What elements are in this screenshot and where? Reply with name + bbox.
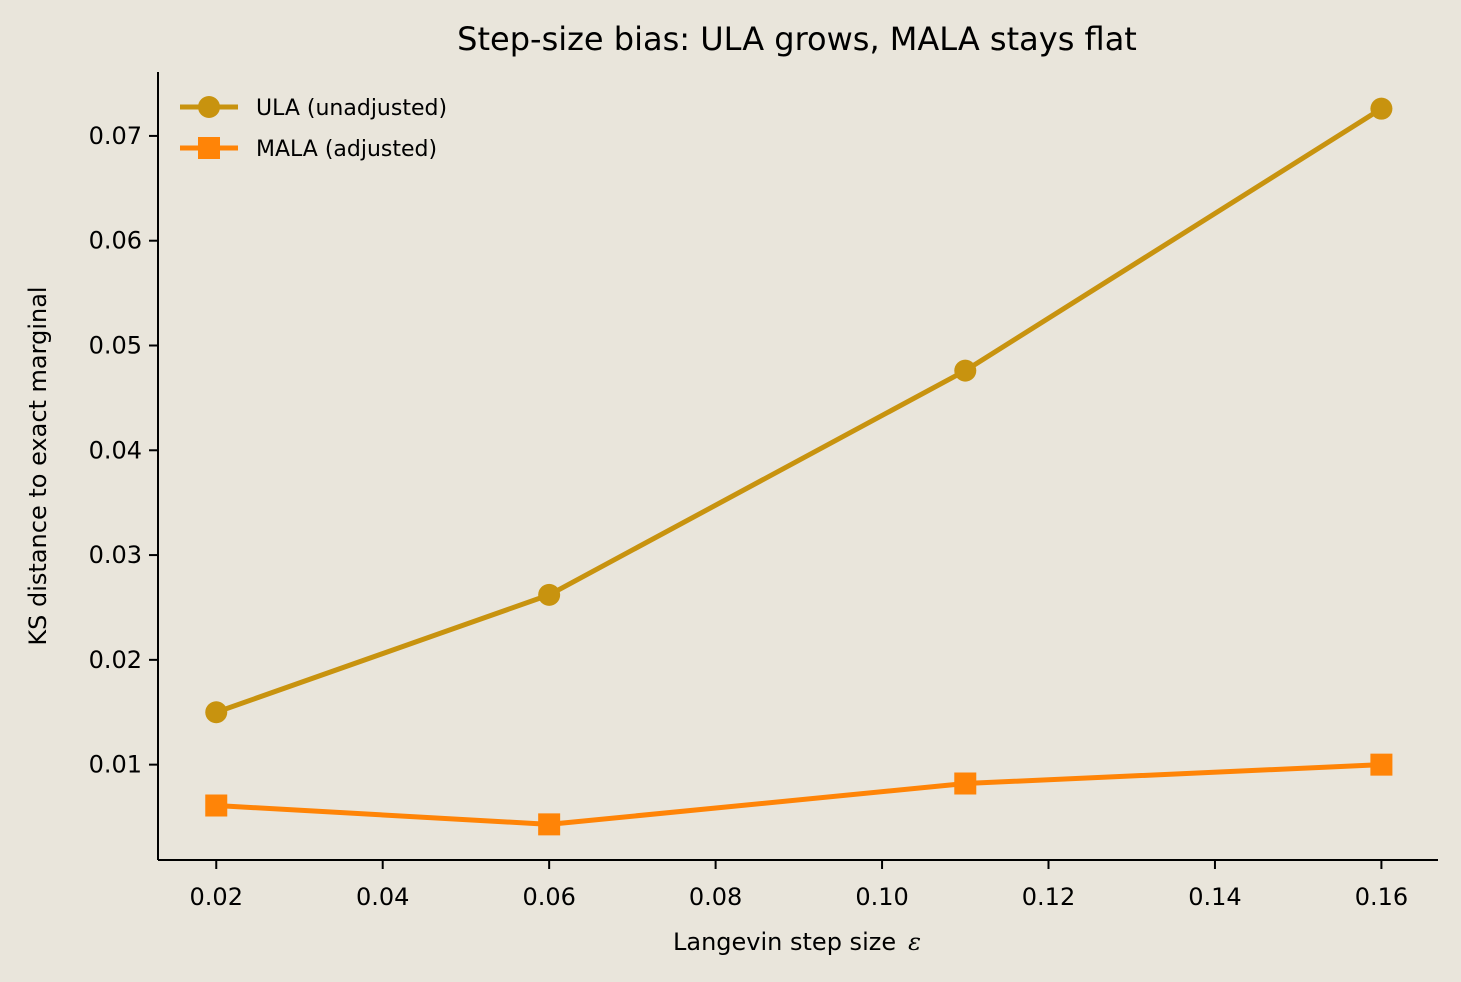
y-ticks: 0.01 0.02 0.03 0.04 0.05 0.06 0.07	[89, 122, 158, 779]
data-point-2	[954, 772, 977, 795]
series-layer	[205, 97, 1393, 836]
y-tick-label: 0.03	[89, 541, 142, 569]
data-point-1	[1370, 97, 1393, 120]
y-tick-label: 0.07	[89, 122, 142, 150]
legend-label-2: MALA (adjusted)	[256, 137, 437, 162]
x-axis-label-symbol: ε	[908, 928, 921, 956]
x-tick-label: 0.06	[522, 883, 575, 911]
data-point-1	[954, 359, 977, 382]
x-tick-label: 0.02	[190, 883, 243, 911]
y-tick-label: 0.04	[89, 436, 142, 464]
y-axis-label: KS distance to exact marginal	[24, 286, 52, 645]
x-tick-label: 0.16	[1355, 883, 1408, 911]
y-tick-label: 0.06	[89, 227, 142, 255]
legend-marker-1	[198, 96, 220, 118]
x-tick-label: 0.12	[1022, 883, 1075, 911]
data-point-1	[205, 701, 228, 724]
y-tick-label: 0.01	[89, 751, 142, 779]
y-tick-label: 0.02	[89, 646, 142, 674]
x-tick-label: 0.08	[689, 883, 742, 911]
series-line-1	[215, 106, 1383, 715]
chart-title: Step-size bias: ULA grows, MALA stays fl…	[457, 20, 1137, 58]
data-point-2	[538, 813, 561, 836]
legend-marker-2	[198, 137, 220, 159]
x-axis-label: Langevin step size ε	[673, 928, 921, 956]
x-ticks: 0.02 0.04 0.06 0.08 0.10 0.12 0.14 0.16	[190, 860, 1408, 911]
legend: ULA (unadjusted) MALA (adjusted)	[180, 96, 447, 162]
data-point-1	[538, 583, 561, 606]
plot-area: 0.02 0.04 0.06 0.08 0.10 0.12 0.14 0.16 0.010.0…	[89, 72, 1438, 911]
series-line-2	[216, 762, 1382, 827]
data-point-2	[205, 794, 228, 817]
x-tick-label: 0.04	[356, 883, 409, 911]
x-tick-label: 0.10	[855, 883, 908, 911]
x-axis-label-text: Langevin step size	[673, 928, 896, 956]
y-tick-label: 0.05	[89, 331, 142, 359]
legend-label-1: ULA (unadjusted)	[256, 96, 447, 121]
data-point-2	[1370, 753, 1393, 776]
x-tick-label: 0.14	[1188, 883, 1241, 911]
